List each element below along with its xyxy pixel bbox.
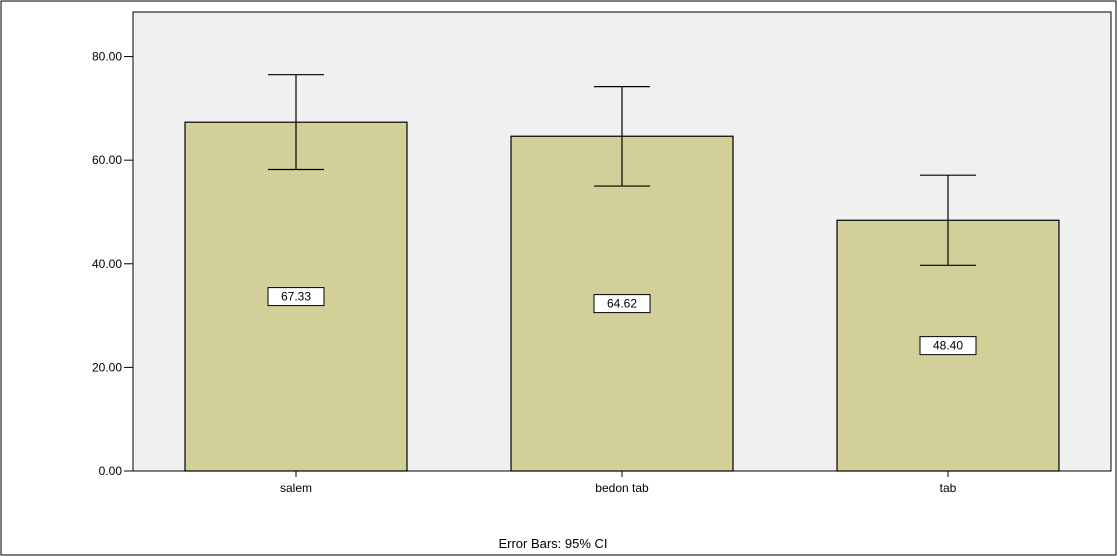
y-axis: 0.00 20.00 40.00 60.00 80.00	[92, 50, 133, 478]
error-bar	[594, 86, 650, 187]
error-bars	[268, 74, 976, 266]
category-label: salem	[280, 481, 312, 495]
bars	[184, 121, 1060, 472]
data-label: 64.62	[593, 294, 651, 314]
data-label: 48.40	[919, 336, 977, 356]
y-tick-label: 0.00	[99, 464, 123, 478]
data-label: 67.33	[267, 287, 325, 307]
y-tick-label: 60.00	[92, 153, 122, 167]
error-bar	[920, 174, 976, 266]
y-tick-label: 80.00	[92, 50, 122, 64]
category-label: tab	[940, 481, 957, 495]
y-tick-label: 40.00	[92, 257, 122, 271]
svg-text:67.33: 67.33	[281, 290, 311, 304]
category-label: bedon tab	[595, 481, 649, 495]
error-bars-footnote: Error Bars: 95% CI	[498, 536, 607, 551]
svg-text:64.62: 64.62	[607, 297, 637, 311]
error-bar	[268, 74, 324, 171]
x-axis: salem bedon tab tab	[280, 471, 957, 495]
data-labels: 67.33 64.62 48.40	[267, 287, 977, 356]
svg-text:48.40: 48.40	[933, 339, 963, 353]
y-tick-label: 20.00	[92, 360, 122, 374]
